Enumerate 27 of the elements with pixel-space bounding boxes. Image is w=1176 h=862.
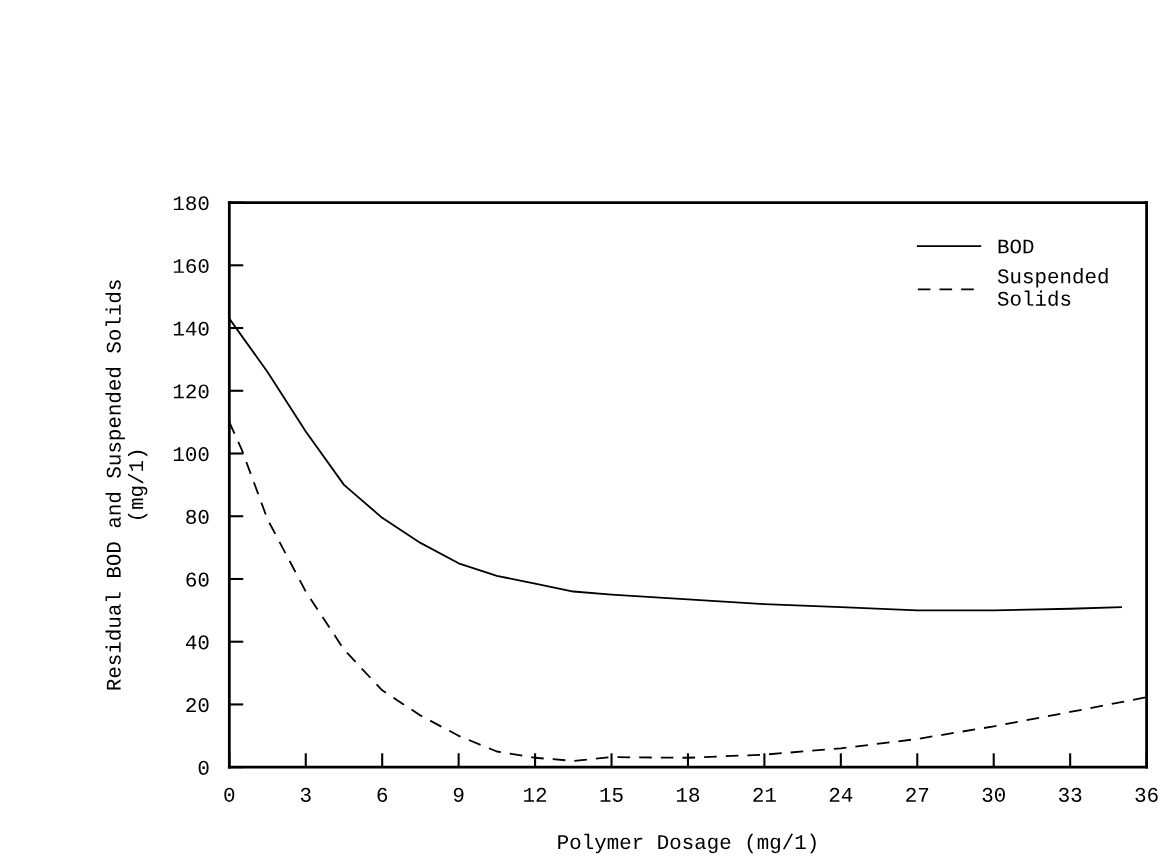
y-tick-label: 120 (173, 384, 209, 399)
legend-label: Suspended Solids (997, 268, 1108, 306)
y-tick-label: 0 (198, 760, 209, 775)
x-axis-title: Polymer Dosage (mg/1) (558, 833, 816, 854)
x-tick-label: 36 (1135, 787, 1158, 802)
x-tick-label: 21 (753, 787, 776, 802)
y-tick-label: 80 (186, 509, 209, 524)
x-tick-label: 33 (1058, 787, 1082, 802)
y-tick-label: 20 (186, 698, 209, 713)
x-tick-label: 30 (982, 787, 1005, 802)
x-tick-label: 3 (300, 787, 311, 802)
x-tick-label: 15 (600, 788, 623, 802)
y-tick-label: 160 (173, 258, 209, 274)
x-tick-label: 9 (453, 787, 464, 802)
x-tick-label: 24 (829, 787, 853, 802)
y-tick-label: 40 (185, 635, 209, 650)
y-tick-label: 180 (173, 196, 209, 211)
x-tick-label: 27 (906, 787, 929, 802)
y-tick-label: 140 (173, 321, 209, 336)
y-tick-label: 100 (173, 447, 209, 462)
x-tick-label: 18 (676, 787, 700, 802)
x-tick-label: 6 (377, 787, 388, 802)
x-tick-label: 0 (224, 787, 235, 802)
legend-label: BOD (998, 239, 1034, 254)
x-tick-label: 12 (524, 787, 547, 802)
y-axis-title: Residual BOD and Suspended Solids (mg/1) (105, 280, 148, 690)
y-tick-label: 60 (186, 572, 209, 587)
